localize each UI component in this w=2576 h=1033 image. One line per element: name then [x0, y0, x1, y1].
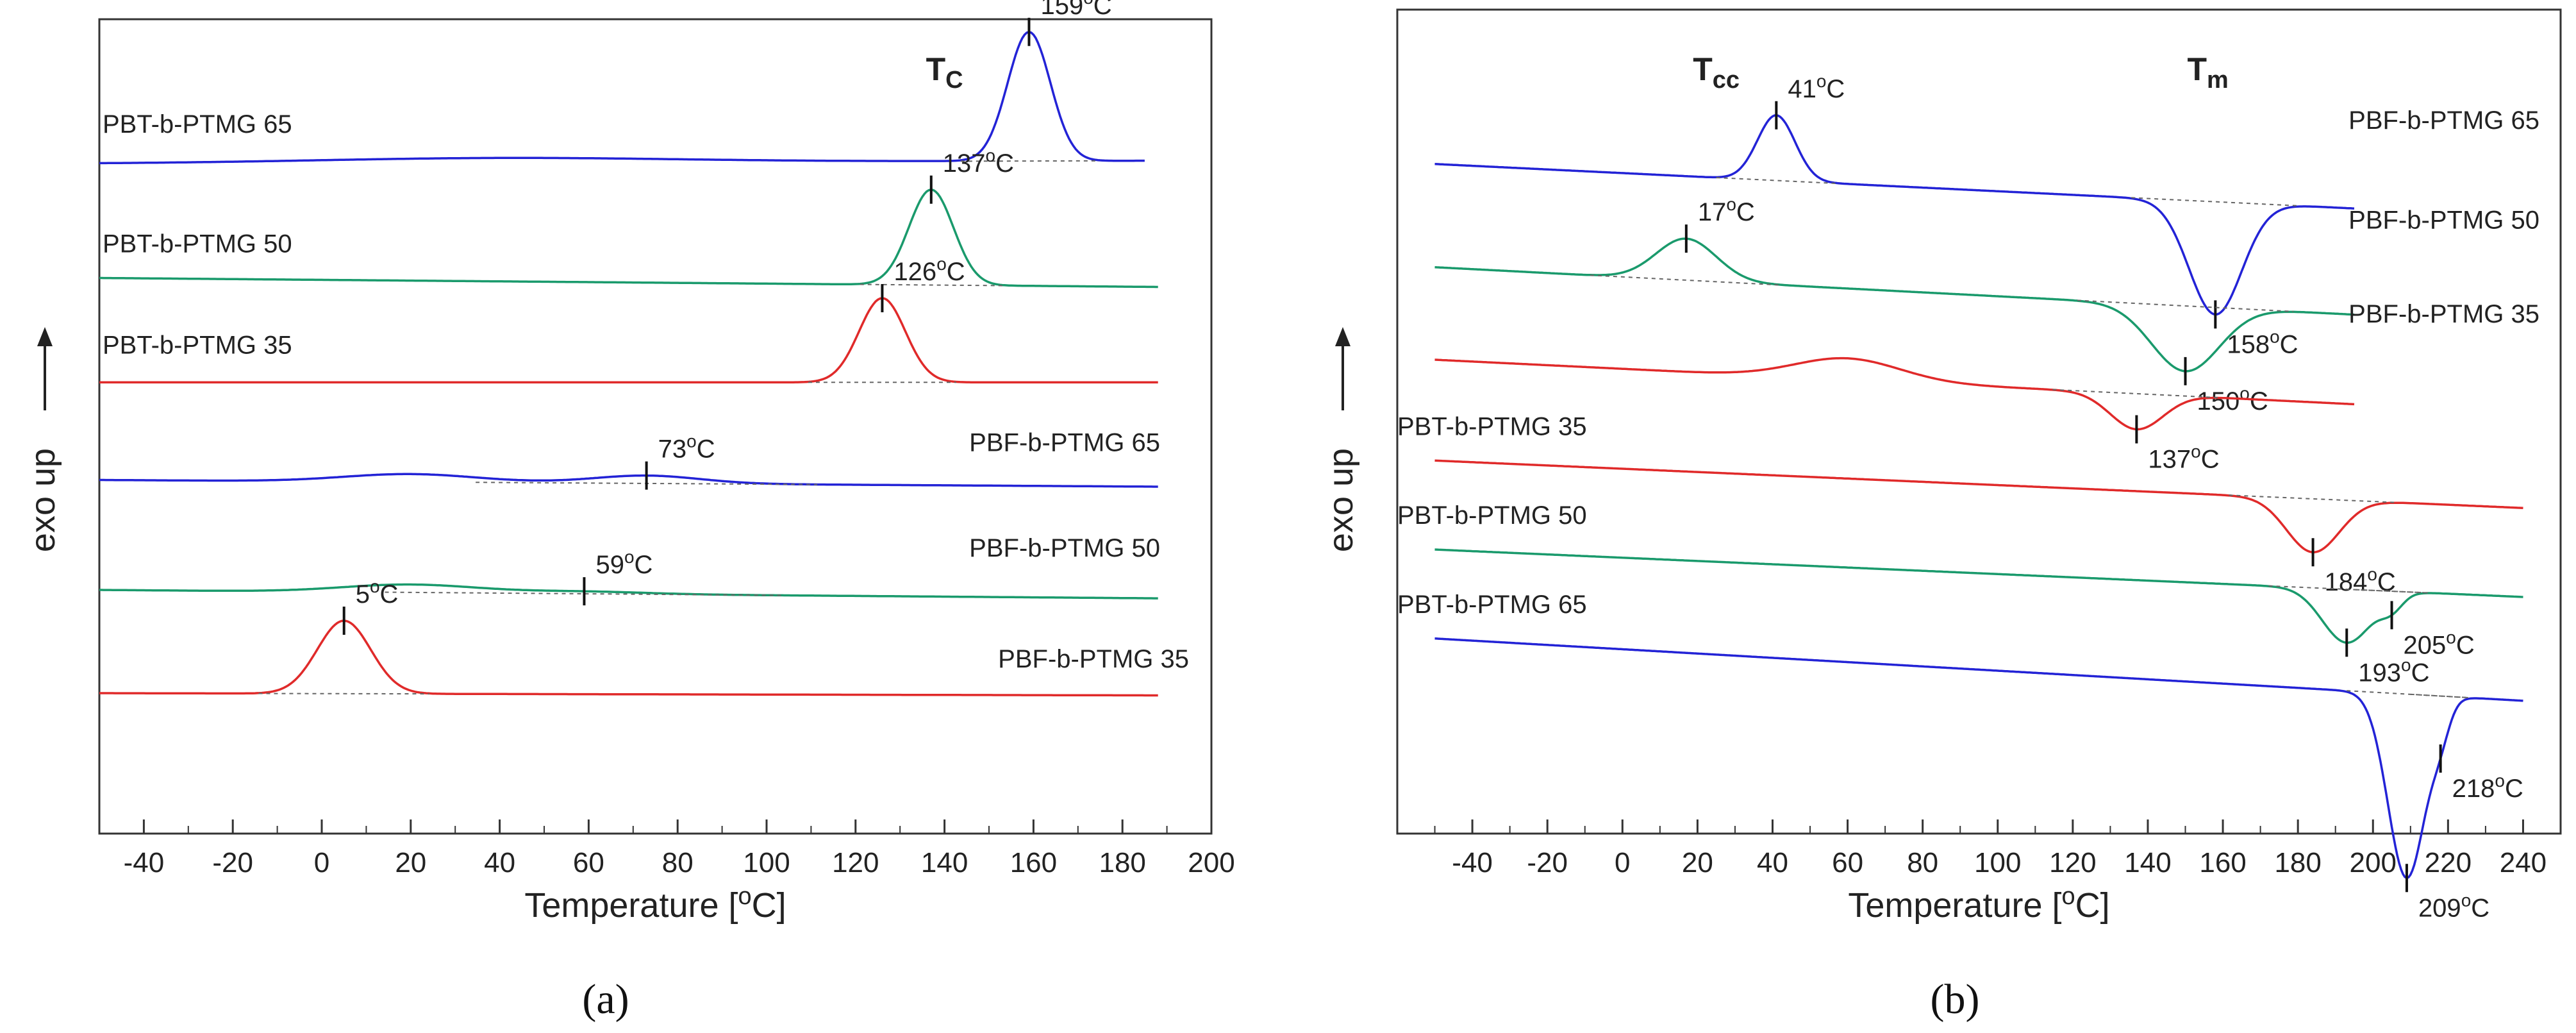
plot-frame: [98, 18, 1213, 835]
x-tick-label: 120: [832, 847, 879, 878]
series-line: [1434, 548, 2523, 644]
peak-label: 126oC: [893, 254, 965, 286]
series-line: [99, 583, 1158, 600]
chart-panel-b: -40 -20 0 20 40 60 80 100 120 140 160 180 200 220 240 T…: [1322, 8, 2562, 1023]
x-axis-label: Temperature [oC]: [1848, 883, 2109, 925]
x-tick-label: 80: [1907, 847, 1938, 878]
series-name: PBF-b-PTMG 65: [2348, 106, 2539, 135]
x-tick-label: 60: [573, 847, 604, 878]
peak-baseline: [2077, 299, 2294, 312]
peak-baseline: [2052, 389, 2221, 399]
x-tick-label: 0: [314, 847, 329, 878]
region-label: Tm: [2187, 51, 2228, 94]
peak-label: 218oC: [2452, 771, 2523, 803]
plot-frame: [1396, 8, 2562, 835]
peak-baseline: [1590, 274, 1782, 286]
y-arrow-head: [1335, 327, 1350, 346]
x-tick-label: 140: [2124, 847, 2171, 878]
series-name: PBT-b-PTMG 50: [1397, 501, 1587, 530]
x-tick-label: 80: [662, 847, 694, 878]
peak-baseline: [2410, 693, 2471, 699]
x-tick-label: 140: [921, 847, 968, 878]
x-tick-label: -40: [124, 847, 165, 878]
peak-baseline: [2131, 197, 2300, 206]
peak-label: 205oC: [2404, 627, 2475, 659]
peak-label: 158oC: [2227, 326, 2298, 358]
peak-label: 137oC: [2148, 441, 2219, 473]
peak-label: 159oC: [1040, 0, 1111, 20]
peak-label: 73oC: [658, 432, 715, 464]
series-name: PBF-b-PTMG 50: [2348, 206, 2539, 235]
series-line: [99, 30, 1145, 165]
y-arrow-head: [37, 327, 53, 346]
peak-baseline: [2268, 585, 2425, 594]
peak-baseline: [2229, 494, 2397, 503]
x-tick-label: 180: [1099, 847, 1145, 878]
series-line: [1434, 114, 2355, 316]
series-name: PBF-b-PTMG 35: [998, 645, 1189, 673]
series-name: PBT-b-PTMG 35: [103, 331, 292, 359]
x-tick-label: 40: [1757, 847, 1788, 878]
x-tick-label: -40: [1452, 847, 1493, 878]
x-tick-label: 100: [1974, 847, 2021, 878]
series-name: PBT-b-PTMG 50: [103, 230, 292, 258]
x-tick-label: 200: [2350, 847, 2397, 878]
panel-label: (a): [582, 976, 629, 1023]
panel-label: (b): [1931, 976, 1980, 1023]
x-tick-label: 20: [395, 847, 426, 878]
series-name: PBF-b-PTMG 65: [969, 429, 1160, 457]
peak-baseline: [385, 591, 784, 596]
peak-label: 41oC: [1788, 71, 1845, 103]
x-tick-label: 200: [1188, 847, 1234, 878]
series-name: PBT-b-PTMG 35: [1397, 412, 1587, 441]
x-tick-label: 60: [1832, 847, 1863, 878]
x-tick-label: 180: [2274, 847, 2321, 878]
series-name: PBT-b-PTMG 65: [103, 110, 292, 139]
peak-baseline: [2347, 690, 2467, 698]
x-tick-label: 160: [2199, 847, 2246, 878]
series-line: [99, 473, 1158, 488]
series-line: [99, 297, 1158, 384]
region-label: Tcc: [1693, 51, 1740, 94]
series-line: [1434, 637, 2523, 880]
series-name: PBF-b-PTMG 50: [969, 534, 1160, 562]
peak-label: 209oC: [2418, 890, 2489, 922]
peak-label: 5oC: [356, 576, 399, 609]
series-line: [1434, 459, 2523, 553]
region-label: TC: [926, 51, 963, 94]
peak-baseline: [860, 283, 1002, 287]
peak-label: 17oC: [1698, 194, 1755, 226]
series-line: [1434, 357, 2355, 431]
x-tick-label: 100: [743, 847, 790, 878]
peak-label: 193oC: [2358, 655, 2429, 687]
peak-baseline: [1716, 176, 1837, 185]
y-axis-label: exo up: [1322, 448, 1360, 552]
series-name: PBT-b-PTMG 65: [1397, 591, 1587, 619]
x-tick-label: 0: [1615, 847, 1630, 878]
peak-label: 59oC: [595, 547, 652, 579]
x-tick-label: 240: [2500, 847, 2547, 878]
series-line: [1434, 237, 2355, 373]
series-line: [99, 189, 1158, 289]
x-tick-label: 160: [1010, 847, 1057, 878]
chart-panel-a: -40 -20 0 20 40 60 80 100 120 140 160 180 200 Tempera…: [24, 0, 1235, 1023]
x-tick-label: 20: [1682, 847, 1713, 878]
x-tick-label: 220: [2425, 847, 2472, 878]
x-axis-label: Temperature [oC]: [524, 883, 786, 925]
x-tick-label: 120: [2049, 847, 2096, 878]
series-name: PBF-b-PTMG 35: [2348, 300, 2539, 328]
x-tick-label: -20: [212, 847, 253, 878]
x-tick-label: 40: [484, 847, 515, 878]
y-axis-label: exo up: [24, 448, 62, 552]
peak-label: 184oC: [2325, 564, 2396, 596]
x-tick-label: -20: [1527, 847, 1568, 878]
peak-label: 150oC: [2197, 383, 2268, 416]
series-line: [99, 619, 1158, 697]
peak-label: 137oC: [943, 146, 1014, 178]
